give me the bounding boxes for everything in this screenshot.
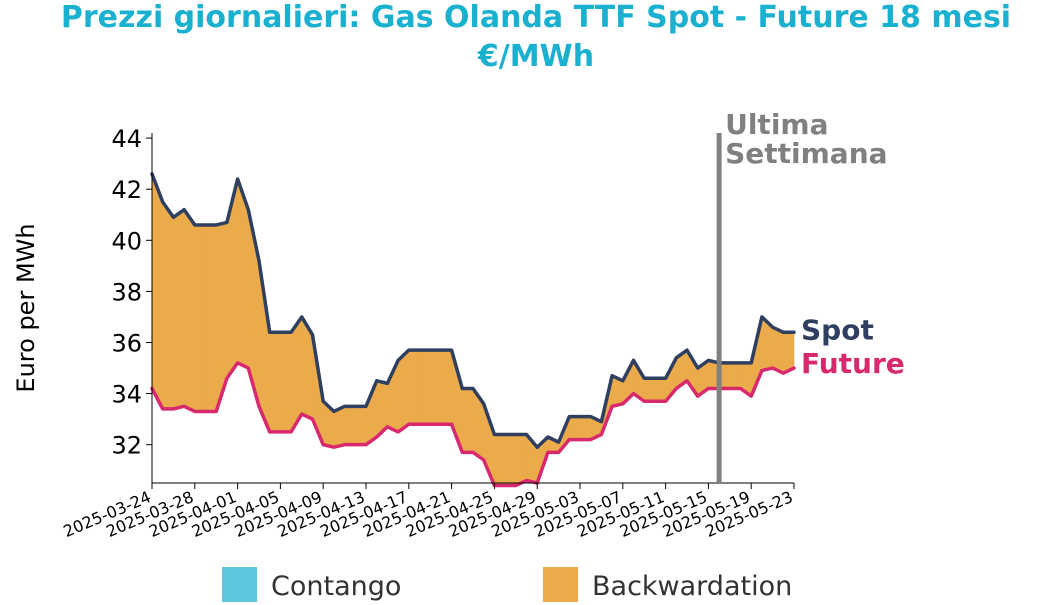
fill-segment <box>504 434 517 486</box>
fill-segment <box>654 377 666 402</box>
y-tick-label: 40 <box>111 227 142 255</box>
y-tick-label: 34 <box>111 381 142 409</box>
fill-segment <box>579 416 592 440</box>
spot-series-label: Spot <box>801 313 874 346</box>
series-line-spot <box>150 172 796 449</box>
fill-segment <box>772 326 784 374</box>
fill-segment <box>269 331 281 433</box>
legend-label-backwardation: Backwardation <box>592 571 792 602</box>
fill-segment <box>344 406 356 445</box>
fill-area-group <box>151 173 795 487</box>
fill-segment <box>397 349 410 433</box>
legend-label-contango: Contango <box>271 571 401 602</box>
y-tick-label: 42 <box>111 176 142 204</box>
y-tick-label: 36 <box>111 329 142 357</box>
fill-segment <box>729 362 741 389</box>
fill-segment <box>568 416 581 440</box>
fill-segment <box>419 349 431 425</box>
legend-swatch-contango <box>222 567 257 602</box>
fill-segment <box>280 331 292 433</box>
y-axis-label: Euro per MWh <box>12 223 40 392</box>
fill-segment <box>183 208 196 412</box>
last-week-label-line1: Ultima <box>725 108 828 141</box>
chart-title-line2: €/MWh <box>477 39 594 74</box>
y-ticks-group: 32 34 36 38 40 42 44 <box>111 125 152 460</box>
fill-segment <box>515 434 527 487</box>
fill-segment <box>354 406 367 445</box>
y-tick-label: 44 <box>111 125 142 153</box>
last-week-label-line2: Settimana <box>725 137 887 170</box>
fill-segment <box>440 349 452 425</box>
fill-segment <box>461 388 474 453</box>
fill-segment <box>429 349 442 425</box>
fill-segment <box>643 377 656 402</box>
fill-segment <box>194 224 206 412</box>
series-lines-group <box>150 172 796 488</box>
fill-segment <box>151 173 163 410</box>
chart-title-line1: Prezzi giornalieri: Gas Olanda TTF Spot … <box>61 0 1011 35</box>
y-tick-label: 32 <box>111 432 142 460</box>
fill-segment <box>173 209 185 410</box>
fill-segment <box>162 201 174 410</box>
future-series-label: Future <box>801 347 905 380</box>
x-ticks-group: 2025-03-242025-03-282025-04-012025-04-05… <box>61 483 796 541</box>
fill-segment <box>205 224 217 412</box>
fill-segment <box>408 349 420 425</box>
legend-swatch-backwardation <box>543 567 578 602</box>
y-tick-label: 38 <box>111 278 142 306</box>
series-line-future <box>150 361 796 488</box>
fill-segment <box>494 434 506 486</box>
